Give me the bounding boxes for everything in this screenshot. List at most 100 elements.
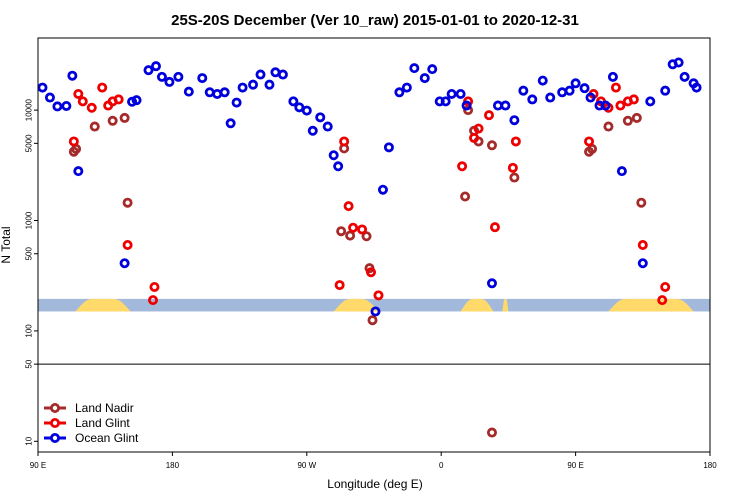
point-ocean-glint-7 — [119, 258, 130, 269]
point-land-nadir-17 — [486, 140, 497, 151]
point-ocean-glint-18 — [212, 88, 223, 99]
point-land-nadir-6 — [122, 197, 133, 208]
point-ocean-glint-39 — [394, 87, 405, 98]
point-ocean-glint-16 — [197, 73, 208, 84]
point-ocean-glint-14 — [173, 71, 184, 82]
x-tick-label-2: 180 — [166, 461, 180, 470]
point-land-glint-37 — [660, 281, 671, 292]
point-ocean-glint-31 — [307, 125, 318, 136]
land-segment-3 — [460, 298, 494, 312]
x-tick-label-5: 90 E — [567, 461, 583, 470]
point-ocean-glint-9 — [131, 95, 142, 106]
point-land-nadir-5 — [119, 112, 130, 123]
point-ocean-glint-11 — [150, 61, 161, 72]
point-land-nadir-3 — [89, 121, 100, 132]
point-ocean-glint-4 — [61, 100, 72, 111]
point-land-glint-25 — [507, 162, 518, 173]
point-land-glint-19 — [457, 161, 468, 172]
point-ocean-glint-34 — [328, 150, 339, 161]
point-land-glint-2 — [73, 88, 84, 99]
point-land-nadir-10 — [361, 231, 372, 242]
point-ocean-glint-28 — [288, 96, 299, 107]
x-axis-label: Longitude (deg E) — [327, 477, 422, 491]
y-axis-label: N Total — [0, 226, 13, 263]
point-ocean-glint-54 — [527, 94, 538, 105]
legend-label-land-nadir: Land Nadir — [75, 401, 134, 415]
point-ocean-glint-13 — [164, 76, 175, 87]
point-land-glint-5 — [97, 82, 108, 93]
point-ocean-glint-66 — [637, 258, 648, 269]
point-ocean-glint-71 — [679, 71, 690, 82]
point-land-glint-26 — [510, 136, 521, 147]
point-ocean-glint-27 — [277, 69, 288, 80]
point-land-glint-15 — [348, 222, 359, 233]
point-ocean-glint-41 — [409, 63, 420, 74]
point-land-nadir-19 — [509, 172, 520, 183]
point-ocean-glint-63 — [600, 100, 611, 111]
y-tick-label-7: 10000 — [25, 98, 34, 121]
point-land-nadir-14 — [463, 105, 474, 116]
point-ocean-glint-59 — [570, 78, 581, 89]
x-tick-label-3: 90 W — [297, 461, 316, 470]
point-land-glint-9 — [122, 239, 133, 250]
point-land-glint-4 — [86, 102, 97, 113]
point-land-glint-34 — [628, 94, 639, 105]
legend-marker-land-glint — [50, 417, 61, 428]
series-ocean-glint — [37, 57, 702, 317]
point-land-glint-21 — [469, 132, 480, 143]
land-segment-2 — [333, 298, 379, 312]
point-land-glint-14 — [343, 201, 354, 212]
point-ocean-glint-19 — [219, 87, 230, 98]
point-land-glint-32 — [615, 100, 626, 111]
point-ocean-glint-64 — [607, 71, 618, 82]
point-land-glint-13 — [339, 136, 350, 147]
y-tick-label-1: 10 — [25, 436, 34, 445]
point-ocean-glint-23 — [248, 79, 259, 90]
point-ocean-glint-53 — [518, 85, 529, 96]
point-land-nadir-22 — [603, 121, 614, 132]
point-ocean-glint-40 — [401, 82, 412, 93]
series-land-nadir — [68, 105, 647, 438]
series-land-glint — [68, 82, 671, 306]
x-axis: 90 E 180 90 W 0 90 E 180 — [30, 452, 717, 470]
point-land-glint-23 — [483, 110, 494, 121]
point-ocean-glint-60 — [579, 83, 590, 94]
point-ocean-glint-35 — [333, 161, 344, 172]
data-points — [37, 57, 702, 438]
point-ocean-glint-49 — [486, 278, 497, 289]
point-land-glint-35 — [637, 239, 648, 250]
point-ocean-glint-1 — [37, 82, 48, 93]
point-ocean-glint-21 — [231, 97, 242, 108]
point-land-nadir-7 — [336, 226, 347, 237]
point-land-glint-22 — [473, 123, 484, 134]
point-land-glint-10 — [147, 295, 158, 306]
point-ocean-glint-56 — [545, 92, 556, 103]
point-ocean-glint-24 — [255, 69, 266, 80]
y-tick-label-6: 5000 — [25, 134, 34, 152]
point-ocean-glint-73 — [691, 82, 702, 93]
point-ocean-glint-10 — [143, 65, 154, 76]
point-ocean-glint-42 — [419, 73, 430, 84]
ocean-band — [38, 298, 710, 312]
legend-marker-land-nadir — [50, 402, 61, 413]
y-tick-label-5: 1000 — [25, 211, 34, 229]
point-ocean-glint-46 — [446, 88, 457, 99]
point-ocean-glint-3 — [52, 101, 63, 112]
point-land-nadir-18 — [486, 427, 497, 438]
chart-title: 25S-20S December (Ver 10_raw) 2015-01-01… — [171, 12, 579, 29]
point-ocean-glint-15 — [183, 86, 194, 97]
point-ocean-glint-33 — [322, 121, 333, 132]
point-land-glint-18 — [373, 290, 384, 301]
point-ocean-glint-17 — [204, 87, 215, 98]
point-land-nadir-9 — [345, 230, 356, 241]
point-land-glint-24 — [489, 222, 500, 233]
legend-label-ocean-glint: Ocean Glint — [75, 431, 139, 445]
point-land-glint-1 — [68, 136, 79, 147]
point-ocean-glint-38 — [383, 142, 394, 153]
point-ocean-glint-61 — [585, 92, 596, 103]
point-ocean-glint-52 — [509, 115, 520, 126]
point-land-nadir-23 — [622, 115, 633, 126]
point-ocean-glint-67 — [645, 96, 656, 107]
point-ocean-glint-47 — [455, 88, 466, 99]
